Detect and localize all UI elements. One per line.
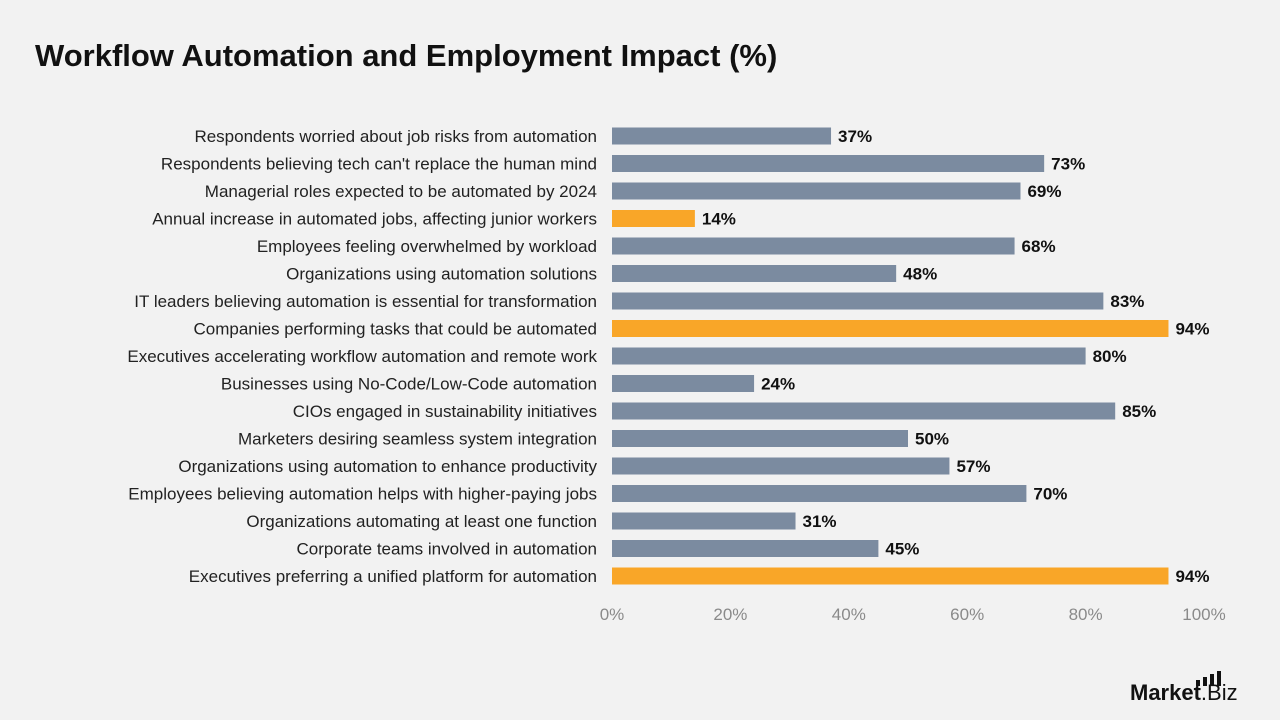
category-label: Executives accelerating workflow automat… [127,347,597,366]
bar [612,567,1169,585]
data-label: 45% [885,540,919,559]
data-label: 14% [702,210,736,229]
bar [612,320,1169,337]
bar [612,402,1116,420]
category-label: Annual increase in automated jobs, affec… [152,210,597,229]
signal-bars-icon [1196,671,1221,686]
bar [612,540,879,557]
data-label: 68% [1022,237,1056,256]
chart-title: Workflow Automation and Employment Impac… [35,38,778,73]
marketbiz-logo: Market.Biz [1130,668,1265,708]
category-label: Respondents believing tech can't replace… [161,155,597,174]
category-label: Companies performing tasks that could be… [193,320,597,339]
bar [612,237,1015,255]
category-label: Respondents worried about job risks from… [194,127,597,146]
category-label: Organizations using automation solutions [286,265,597,284]
bar [612,485,1027,502]
bar [612,457,950,475]
x-tick-label: 100% [1182,605,1225,624]
data-label: 69% [1027,182,1061,201]
category-label: Corporate teams involved in automation [297,540,598,559]
bar [612,430,908,447]
category-label: Marketers desiring seamless system integ… [238,430,597,449]
category-label: Employees feeling overwhelmed by workloa… [257,237,597,256]
data-label: 94% [1175,567,1209,586]
x-tick-label: 0% [600,605,625,624]
data-label: 83% [1110,292,1144,311]
category-label: IT leaders believing automation is essen… [134,292,597,311]
category-label: Organizations automating at least one fu… [246,512,597,531]
bar [612,347,1086,365]
x-tick-label: 20% [713,605,747,624]
category-label: Employees believing automation helps wit… [128,485,597,504]
x-tick-label: 60% [950,605,984,624]
category-label: CIOs engaged in sustainability initiativ… [293,402,597,421]
logo-text: Market.Biz [1130,680,1238,706]
data-label: 31% [803,512,837,531]
bar [612,155,1045,172]
bar [612,127,832,145]
data-label: 70% [1033,485,1067,504]
category-label: Managerial roles expected to be automate… [205,182,597,201]
category-label: Executives preferring a unified platform… [189,567,597,586]
data-label: 24% [761,375,795,394]
bar-chart: Respondents worried about job risks from… [127,127,1225,624]
bar [612,182,1021,200]
data-label: 85% [1122,402,1156,421]
bar [612,265,897,282]
x-tick-label: 40% [832,605,866,624]
data-label: 48% [903,265,937,284]
bar [612,210,695,227]
x-tick-label: 80% [1069,605,1103,624]
data-label: 57% [956,457,990,476]
data-label: 50% [915,430,949,449]
category-label: Organizations using automation to enhanc… [178,457,597,476]
data-label: 80% [1093,347,1127,366]
bar [612,292,1104,310]
data-label: 94% [1175,320,1209,339]
bar [612,375,755,392]
logo-brand: Market [1130,680,1201,705]
data-label: 73% [1051,155,1085,174]
data-label: 37% [838,127,872,146]
category-label: Businesses using No-Code/Low-Code automa… [221,375,597,394]
bar [612,512,796,530]
